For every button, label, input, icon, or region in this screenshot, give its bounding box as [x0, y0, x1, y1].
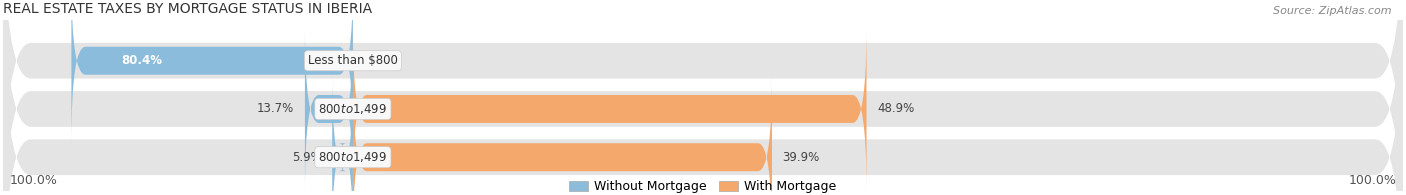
- FancyBboxPatch shape: [3, 0, 1403, 195]
- Text: Source: ZipAtlas.com: Source: ZipAtlas.com: [1274, 6, 1392, 16]
- Legend: Without Mortgage, With Mortgage: Without Mortgage, With Mortgage: [569, 180, 837, 193]
- Text: REAL ESTATE TAXES BY MORTGAGE STATUS IN IBERIA: REAL ESTATE TAXES BY MORTGAGE STATUS IN …: [3, 2, 373, 16]
- Text: 39.9%: 39.9%: [783, 151, 820, 164]
- Text: 100.0%: 100.0%: [10, 174, 58, 187]
- FancyBboxPatch shape: [3, 0, 1403, 195]
- FancyBboxPatch shape: [72, 0, 353, 143]
- Text: 5.9%: 5.9%: [292, 151, 322, 164]
- Text: 48.9%: 48.9%: [877, 102, 914, 115]
- FancyBboxPatch shape: [332, 75, 353, 195]
- FancyBboxPatch shape: [353, 75, 772, 195]
- FancyBboxPatch shape: [305, 27, 353, 191]
- Text: $800 to $1,499: $800 to $1,499: [318, 102, 388, 116]
- Text: Less than $800: Less than $800: [308, 54, 398, 67]
- Text: 80.4%: 80.4%: [121, 54, 162, 67]
- FancyBboxPatch shape: [3, 0, 1403, 195]
- Text: 0.0%: 0.0%: [363, 54, 394, 67]
- Text: 13.7%: 13.7%: [257, 102, 294, 115]
- Text: $800 to $1,499: $800 to $1,499: [318, 150, 388, 164]
- Text: 100.0%: 100.0%: [1348, 174, 1396, 187]
- FancyBboxPatch shape: [353, 27, 866, 191]
